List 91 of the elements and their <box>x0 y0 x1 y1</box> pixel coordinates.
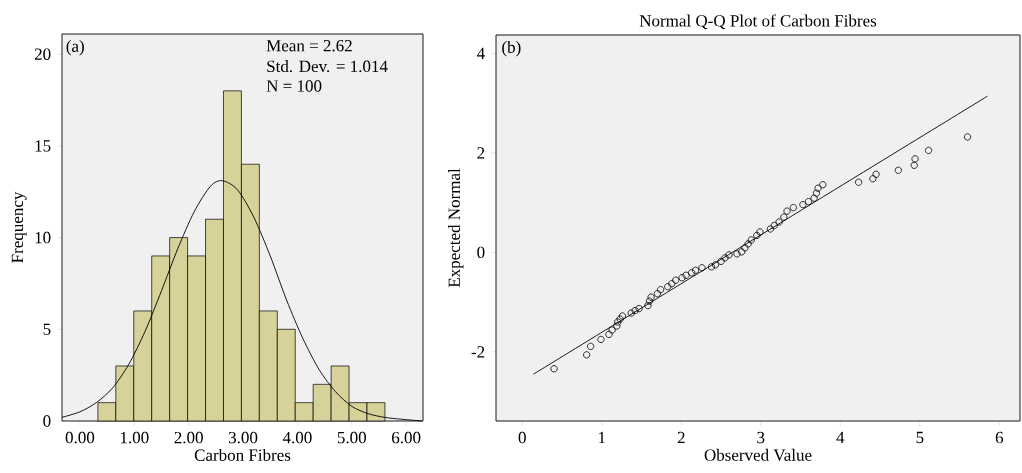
x-tick-label: 5 <box>916 431 924 444</box>
point <box>605 330 613 339</box>
point <box>738 248 746 256</box>
point <box>608 326 616 334</box>
point <box>869 175 877 183</box>
point <box>618 312 627 320</box>
annotation: Std. Dev. = 1.014 <box>267 60 388 73</box>
point <box>613 322 621 330</box>
x-tick-label: 6 <box>995 431 1004 444</box>
y-tick-label: 0 <box>477 246 485 259</box>
point <box>780 213 788 221</box>
x-tick-label: 1.00 <box>120 431 149 444</box>
point <box>872 170 880 178</box>
annotation: N = 100 <box>266 80 322 92</box>
point <box>682 271 690 279</box>
y-tick-label: -2 <box>471 346 485 358</box>
point <box>766 225 774 233</box>
y-tick-label: 2 <box>477 147 485 159</box>
y-axis-title: Expected Normal <box>448 168 464 288</box>
point <box>733 250 741 258</box>
x-tick-label: 4.00 <box>282 431 312 444</box>
point <box>635 304 643 313</box>
x-tick-label: 0.00 <box>65 431 95 444</box>
point <box>583 351 591 359</box>
x-axis-title: Observed Value <box>704 448 812 461</box>
y-tick-label: 10 <box>35 231 51 244</box>
x-tick-label: 6.00 <box>392 431 421 444</box>
point <box>747 236 755 244</box>
point <box>644 302 652 310</box>
annotation: (b) <box>502 40 521 57</box>
point <box>894 166 902 174</box>
point <box>711 261 720 269</box>
y-axis-title: Frequency <box>11 191 27 263</box>
y-tick-label: 4 <box>476 47 485 59</box>
point <box>810 194 818 202</box>
point <box>770 221 778 230</box>
point <box>721 254 729 262</box>
point <box>550 365 558 373</box>
point <box>627 309 635 317</box>
point <box>707 263 716 271</box>
y-tick-label: 0 <box>43 415 51 427</box>
point <box>653 290 662 298</box>
point <box>744 240 752 248</box>
x-tick-label: 4 <box>836 431 845 444</box>
point <box>783 207 791 215</box>
point <box>910 161 918 169</box>
point <box>963 133 972 141</box>
point <box>616 315 624 323</box>
point <box>692 266 700 274</box>
x-tick-label: 2 <box>677 431 685 444</box>
y-tick-label: 20 <box>34 48 51 60</box>
x-tick-label: 3.00 <box>228 431 258 444</box>
point <box>587 342 595 350</box>
point <box>614 318 622 326</box>
annotation: Mean = 2.62 <box>266 40 352 52</box>
point <box>756 228 764 236</box>
point <box>688 269 696 277</box>
point <box>924 146 933 154</box>
point <box>647 293 655 301</box>
point <box>911 155 919 163</box>
point <box>664 283 672 291</box>
point <box>855 178 863 186</box>
point <box>812 189 821 197</box>
x-axis-title: Carbon Fibres <box>194 448 291 461</box>
x-tick-label: 1 <box>599 431 605 444</box>
y-tick-label: 15 <box>35 140 51 152</box>
point <box>717 257 725 265</box>
point <box>725 251 733 259</box>
x-tick-label: 0 <box>518 431 526 444</box>
point <box>698 264 706 272</box>
x-tick-label: 5.00 <box>337 431 367 444</box>
annotation: (a) <box>66 40 84 56</box>
chart-title: Normal Q-Q Plot of Carbon Fibres <box>639 14 877 30</box>
point <box>804 198 813 206</box>
point <box>819 181 827 189</box>
point <box>753 231 761 240</box>
point <box>741 244 749 252</box>
y-tick-label: 5 <box>43 323 51 335</box>
point <box>789 204 797 212</box>
point <box>668 280 676 288</box>
point <box>631 306 639 315</box>
point <box>645 297 654 305</box>
point <box>814 184 822 192</box>
point <box>678 274 686 282</box>
point <box>657 286 665 294</box>
x-tick-label: 3 <box>757 431 765 444</box>
x-tick-label: 2.00 <box>174 431 203 444</box>
point <box>799 201 807 209</box>
point <box>775 218 783 226</box>
point <box>672 276 680 284</box>
point <box>597 335 605 344</box>
